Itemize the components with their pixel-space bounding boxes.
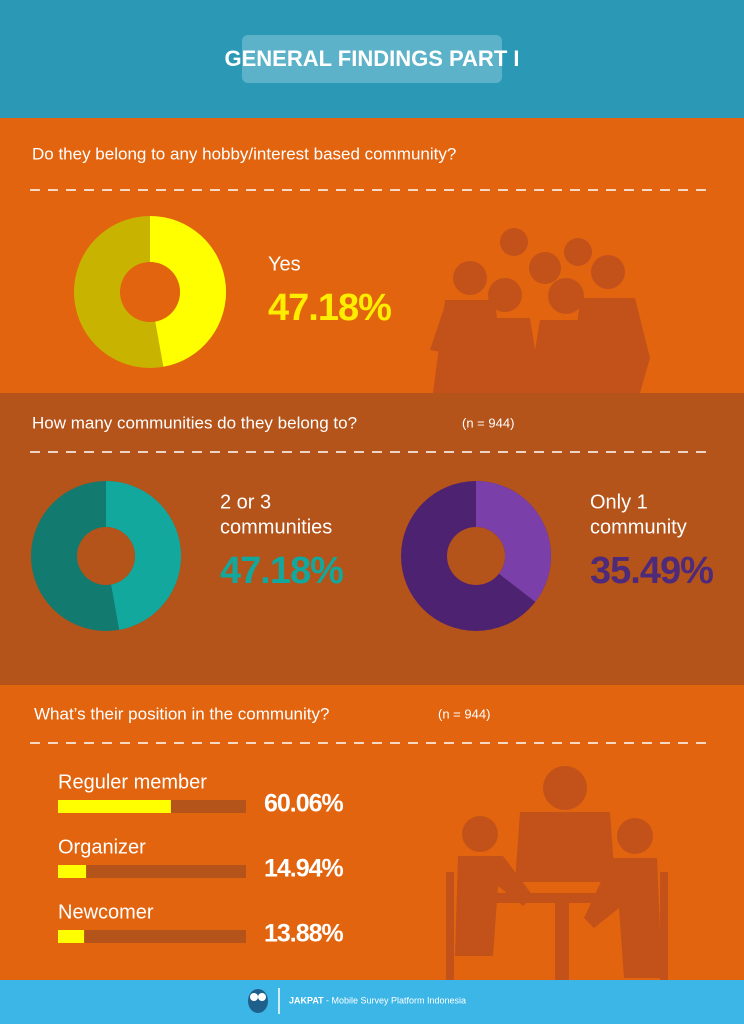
bar bbox=[58, 930, 85, 943]
donut-segment bbox=[106, 481, 181, 630]
bar-value: 13.88% bbox=[264, 920, 344, 948]
item-label: Yes bbox=[268, 253, 301, 275]
donut-hole bbox=[77, 527, 135, 585]
bar-track bbox=[58, 865, 246, 878]
bar-value: 60.06% bbox=[264, 790, 344, 818]
meeting-icon bbox=[446, 766, 668, 980]
donut-hole bbox=[120, 262, 180, 322]
value-label: 47.18% bbox=[220, 550, 343, 592]
bar-value: 14.94% bbox=[264, 855, 344, 883]
donut-segment bbox=[150, 216, 226, 367]
donut-hole bbox=[447, 527, 505, 585]
question: What’s their position in the community? bbox=[34, 704, 329, 723]
bar-label: Organizer bbox=[58, 836, 146, 858]
question: How many communities do they belong to? bbox=[32, 413, 357, 432]
tagline: - Mobile Survey Platform Indonesia bbox=[326, 995, 466, 1005]
sample-size: (n = 944) bbox=[462, 415, 514, 430]
bar bbox=[58, 865, 87, 878]
crowd-icon bbox=[430, 228, 650, 393]
bar-track bbox=[58, 930, 246, 943]
donut-segment bbox=[476, 481, 551, 602]
item-label: Only 1 bbox=[590, 491, 648, 513]
logo bbox=[248, 988, 280, 1014]
footer-bg bbox=[0, 980, 744, 1024]
brand: JAKPAT bbox=[289, 995, 324, 1005]
title-box bbox=[242, 35, 502, 83]
sample-size: (n = 944) bbox=[438, 706, 490, 721]
item-label: 2 or 3 bbox=[220, 491, 271, 513]
bar-label: Newcomer bbox=[58, 901, 154, 923]
item-label: communities bbox=[220, 516, 332, 538]
item-label: community bbox=[590, 516, 687, 538]
value-label: 47.18% bbox=[268, 287, 391, 329]
value-label: 35.49% bbox=[590, 550, 713, 592]
question: Do they belong to any hobby/interest bas… bbox=[32, 144, 456, 163]
title: GENERAL FINDINGS PART I bbox=[225, 46, 520, 71]
bar bbox=[58, 800, 171, 813]
bar-label: Reguler member bbox=[58, 771, 207, 793]
